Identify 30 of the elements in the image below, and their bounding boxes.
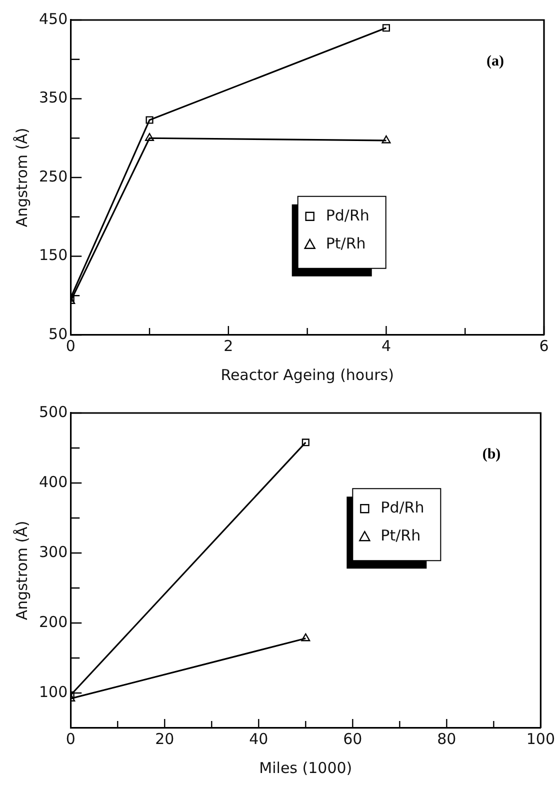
annotation: (a) [486,53,504,70]
y-tick-label: 250 [38,167,68,186]
x-tick-label: 100 [526,730,556,748]
x-axis-title: Miles (1000) [259,758,352,777]
x-tick-label: 40 [249,730,268,748]
y-tick-label: 200 [38,612,68,631]
y-tick-label: 50 [48,324,68,343]
y-tick-label: 450 [38,10,68,28]
x-tick-label: 60 [343,730,362,748]
y-tick-label: 150 [38,246,68,264]
x-tick-label: 4 [381,336,391,355]
y-axis-title: Angstrom (Å) [12,520,31,620]
y-tick-label: 300 [38,542,68,561]
x-tick-label: 6 [539,336,549,355]
legend-label: Pd/Rh [380,498,424,516]
legend-label: Pt/Rh [326,234,366,252]
annotation: (b) [482,446,501,462]
x-tick-label: 0 [66,730,76,748]
y-tick-label: 100 [38,682,68,701]
x-axis-title: Reactor Ageing (hours) [220,366,394,384]
y-tick-label: 400 [38,472,68,491]
legend-label: Pt/Rh [380,526,421,544]
x-tick-label: 20 [155,730,174,748]
y-tick-label: 500 [38,402,68,421]
x-tick-label: 80 [437,730,456,748]
x-tick-label: 2 [224,336,234,355]
legend-label: Pd/Rh [326,206,370,224]
y-tick-label: 350 [38,88,68,107]
x-tick-label: 0 [66,336,76,355]
y-axis-title: Angstrom (Å) [12,128,31,228]
